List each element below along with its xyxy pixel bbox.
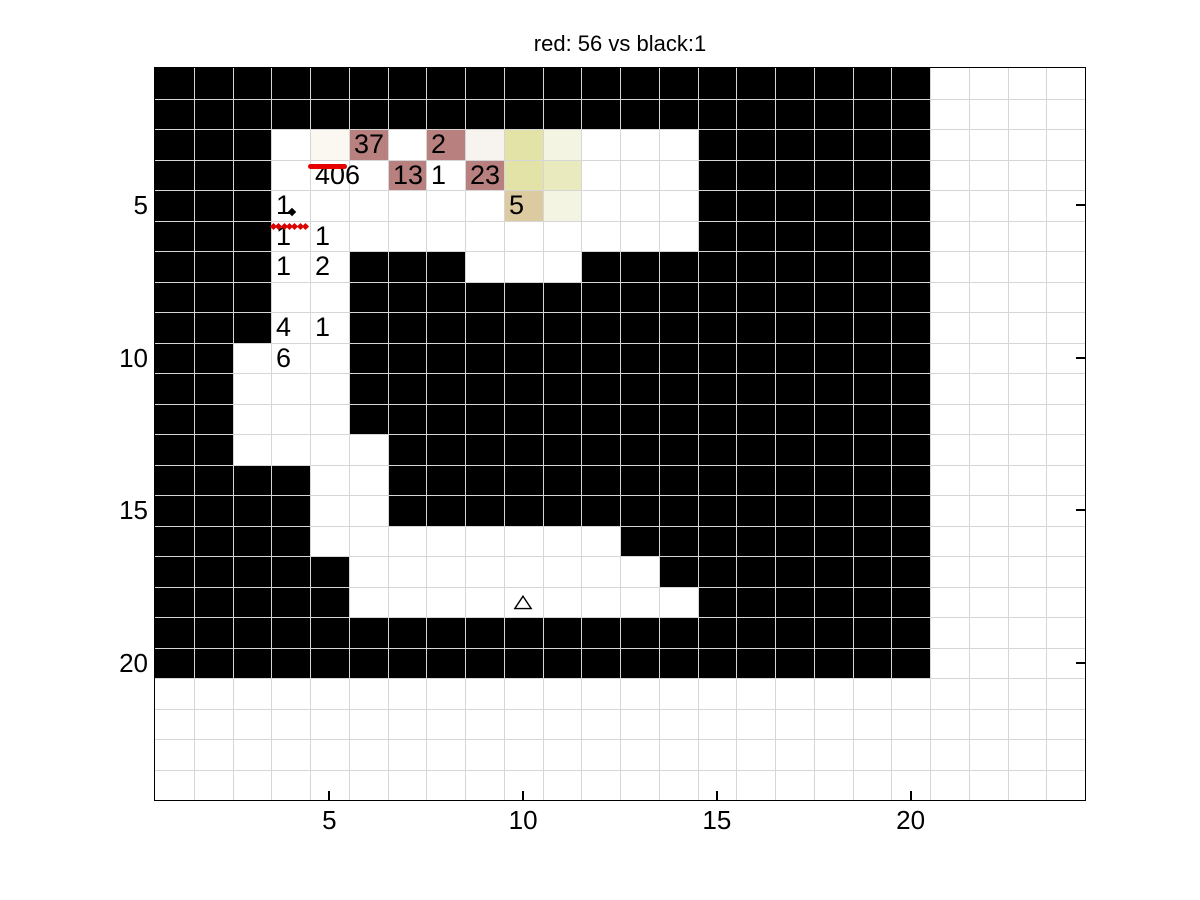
gridline-vertical: [736, 68, 737, 800]
gridline-vertical: [853, 68, 854, 800]
board-black-region: [155, 99, 930, 129]
board-black-region: [155, 190, 271, 221]
y-tick-label: 15: [119, 495, 148, 526]
board-black-region: [349, 373, 930, 404]
y-tick-label: 5: [133, 190, 148, 221]
cell-number: 37: [354, 129, 385, 159]
x-tick-mark: [910, 791, 912, 800]
board-black-region: [349, 312, 930, 343]
board-black-region: [155, 465, 310, 495]
plot-area: 37 2 406 13 1 23 1 5 1 1 1 2 4 1 6: [154, 67, 1086, 801]
gridline-horizontal: [155, 648, 1085, 649]
gridline-horizontal: [155, 678, 1085, 679]
gridline-horizontal: [155, 587, 1085, 588]
x-tick-label: 15: [702, 805, 732, 835]
cell-number: 13: [393, 160, 424, 190]
y-tick-mark: [1076, 357, 1085, 359]
y-tick-mark: [1076, 204, 1085, 206]
gridline-vertical: [814, 68, 815, 800]
gridline-vertical: [659, 68, 660, 800]
board-black-region: [349, 282, 930, 312]
heat-cell: [388, 160, 426, 190]
heat-cell: [349, 129, 388, 160]
x-tick-label: 5: [322, 805, 337, 835]
board-black-region: [155, 312, 271, 343]
cell-number: 5: [509, 190, 525, 220]
x-tick-label: 20: [896, 805, 926, 835]
cell-number: 1: [431, 160, 447, 190]
red-dot-marker: [301, 222, 309, 231]
cell-number: 1: [315, 221, 331, 251]
y-tick-label: 20: [119, 647, 148, 678]
board-black-region: [155, 556, 349, 587]
x-tick-mark: [522, 791, 524, 800]
heat-cell: [543, 129, 581, 160]
board-black-region: [155, 495, 310, 526]
board-black-region: [155, 526, 310, 556]
board-black-region: [349, 343, 930, 373]
y-tick-label: 10: [119, 342, 148, 373]
gridline-horizontal: [155, 739, 1085, 740]
heat-cell: [465, 160, 504, 190]
board-black-region: [349, 251, 465, 282]
heat-cell: [504, 160, 543, 190]
board-black-region: [155, 282, 271, 312]
gridline-vertical: [930, 68, 931, 800]
board-black-region: [659, 556, 930, 587]
gridline-horizontal: [155, 465, 1085, 466]
gridline-vertical: [698, 68, 699, 800]
board-black-region: [155, 251, 271, 282]
heat-cell: [310, 129, 349, 160]
gridline-horizontal: [155, 770, 1085, 771]
cell-number: 1: [276, 190, 292, 220]
cell-number: 4: [276, 312, 292, 342]
board-black-region: [349, 404, 930, 434]
board-black-region: [155, 160, 271, 190]
gridline-vertical: [969, 68, 970, 800]
cell-number: 2: [315, 251, 331, 281]
cell-number: 1: [315, 312, 331, 342]
cell-number: 1: [276, 251, 292, 281]
y-tick-mark: [1076, 509, 1085, 511]
gridline-horizontal: [155, 709, 1085, 710]
x-tick-label: 10: [508, 805, 538, 835]
gridline-horizontal: [155, 526, 1085, 527]
board-black-region: [155, 617, 930, 648]
heat-cell: [426, 129, 465, 160]
board-black-region: [155, 587, 349, 617]
gridline-horizontal: [155, 434, 1085, 435]
heat-cell: [543, 160, 581, 190]
gridline-vertical: [1008, 68, 1009, 800]
gridline-vertical: [775, 68, 776, 800]
plot-title: red: 56 vs black:1: [533, 31, 707, 56]
gridline-vertical: [1046, 68, 1047, 800]
triangle-marker: [513, 594, 533, 610]
x-tick-mark: [328, 791, 330, 800]
board-black-region: [155, 648, 930, 678]
heat-cell: [465, 129, 504, 160]
red-line-marker: [308, 163, 347, 169]
board-black-region: [581, 251, 930, 282]
heat-cell: [504, 190, 543, 221]
cell-number: 6: [276, 343, 292, 373]
y-tick-mark: [1076, 662, 1085, 664]
heat-cell: [504, 129, 543, 160]
board-black-region: [155, 68, 930, 99]
gridline-horizontal: [155, 495, 1085, 496]
cell-number: 23: [470, 160, 501, 190]
heat-cell: [543, 190, 581, 221]
x-tick-mark: [716, 791, 718, 800]
board-black-region: [155, 221, 271, 251]
cell-number: 2: [431, 129, 447, 159]
gridline-vertical: [891, 68, 892, 800]
gridline-horizontal: [155, 556, 1085, 557]
board-black-region: [155, 129, 271, 160]
gridline-horizontal: [155, 617, 1085, 618]
